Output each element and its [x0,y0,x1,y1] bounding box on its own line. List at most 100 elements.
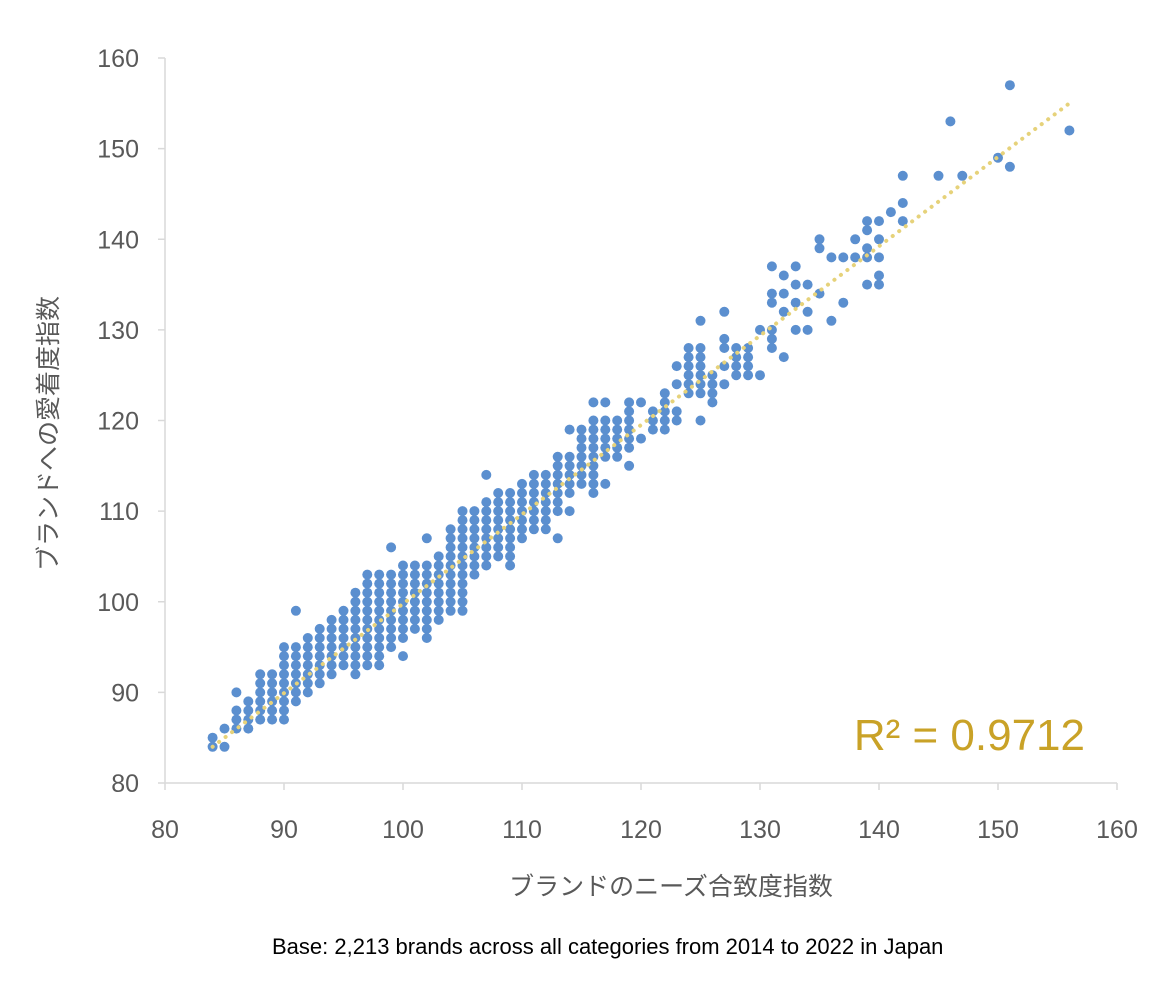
data-point [766,333,777,344]
data-point [493,524,504,535]
data-point [552,533,563,544]
data-point [528,488,539,498]
y-axis-title: ブランドへの愛着度指数 [34,296,63,571]
data-point [743,370,754,381]
data-point [874,216,884,227]
data-point [290,669,301,680]
data-point [576,433,587,444]
data-point [231,687,242,698]
data-point [338,660,349,671]
data-point [243,696,254,707]
data-point [647,415,658,426]
data-point [564,488,575,498]
data-point [612,451,623,462]
x-tick-label: 80 [151,816,179,844]
data-point [600,397,611,408]
data-point [766,288,777,299]
y-tick-label: 120 [97,408,139,436]
data-point [314,642,325,653]
data-point [409,605,420,616]
data-point [374,569,385,580]
data-point [505,488,516,498]
data-point [719,343,730,353]
data-point [731,361,742,372]
data-point [552,497,563,508]
data-point [362,651,373,662]
data-point [493,506,504,517]
data-point [290,605,301,616]
data-point [433,551,444,562]
data-point [433,605,444,616]
data-point [862,243,873,254]
data-point [790,297,801,308]
data-point [350,587,361,598]
data-point [421,569,432,580]
data-point [576,469,587,480]
data-point [743,343,754,353]
x-axis-tick-labels: 80 90 100 110 120 130 140 150 160 [151,783,1138,844]
data-point [659,424,670,435]
data-point [457,533,468,544]
data-point [279,705,289,716]
x-tick-label: 160 [1096,816,1138,844]
data-point [481,551,492,562]
data-point [398,569,408,580]
data-point [624,460,635,471]
data-point [314,678,325,689]
data-point [374,623,385,634]
y-tick-label: 130 [97,317,139,345]
data-point [302,651,313,662]
data-point [695,352,706,363]
data-point [409,623,420,634]
data-point [588,442,599,453]
data-point [719,361,730,372]
data-point [279,669,289,680]
data-point [326,642,337,653]
data-point [481,469,492,480]
data-point [624,442,635,453]
data-point [683,361,694,372]
data-point [862,216,873,227]
x-tick-label: 130 [739,816,781,844]
data-point [552,460,563,471]
x-tick-label: 110 [502,816,542,844]
data-point [731,343,742,353]
data-point [481,497,492,508]
data-point [279,714,289,725]
data-point [600,424,611,435]
data-point [326,614,337,625]
data-point [862,279,873,290]
data-point [338,623,349,634]
data-point [874,279,884,290]
data-point [576,478,587,489]
data-point [445,569,456,580]
data-point [564,424,575,435]
data-point [469,524,480,535]
data-point [493,551,504,562]
data-point [647,406,658,417]
data-point [421,614,432,625]
data-point [850,234,861,245]
data-point [790,279,801,290]
data-point [469,560,480,571]
data-point [267,705,278,716]
data-point [362,605,373,616]
data-point [778,270,789,281]
data-point [957,170,968,181]
data-point [386,633,397,643]
data-point [255,678,266,689]
data-point [588,478,599,489]
data-point [362,642,373,653]
r-squared-annotation: R² = 0.9712 [854,711,1085,760]
data-point [707,388,718,399]
data-point [207,732,218,743]
data-point [457,569,468,580]
data-point [421,587,432,598]
y-tick-label: 110 [99,498,139,526]
data-point [469,515,480,526]
data-point [576,424,587,435]
data-point [814,243,825,254]
data-point [374,596,385,607]
data-point [862,225,873,236]
data-point [374,642,385,653]
